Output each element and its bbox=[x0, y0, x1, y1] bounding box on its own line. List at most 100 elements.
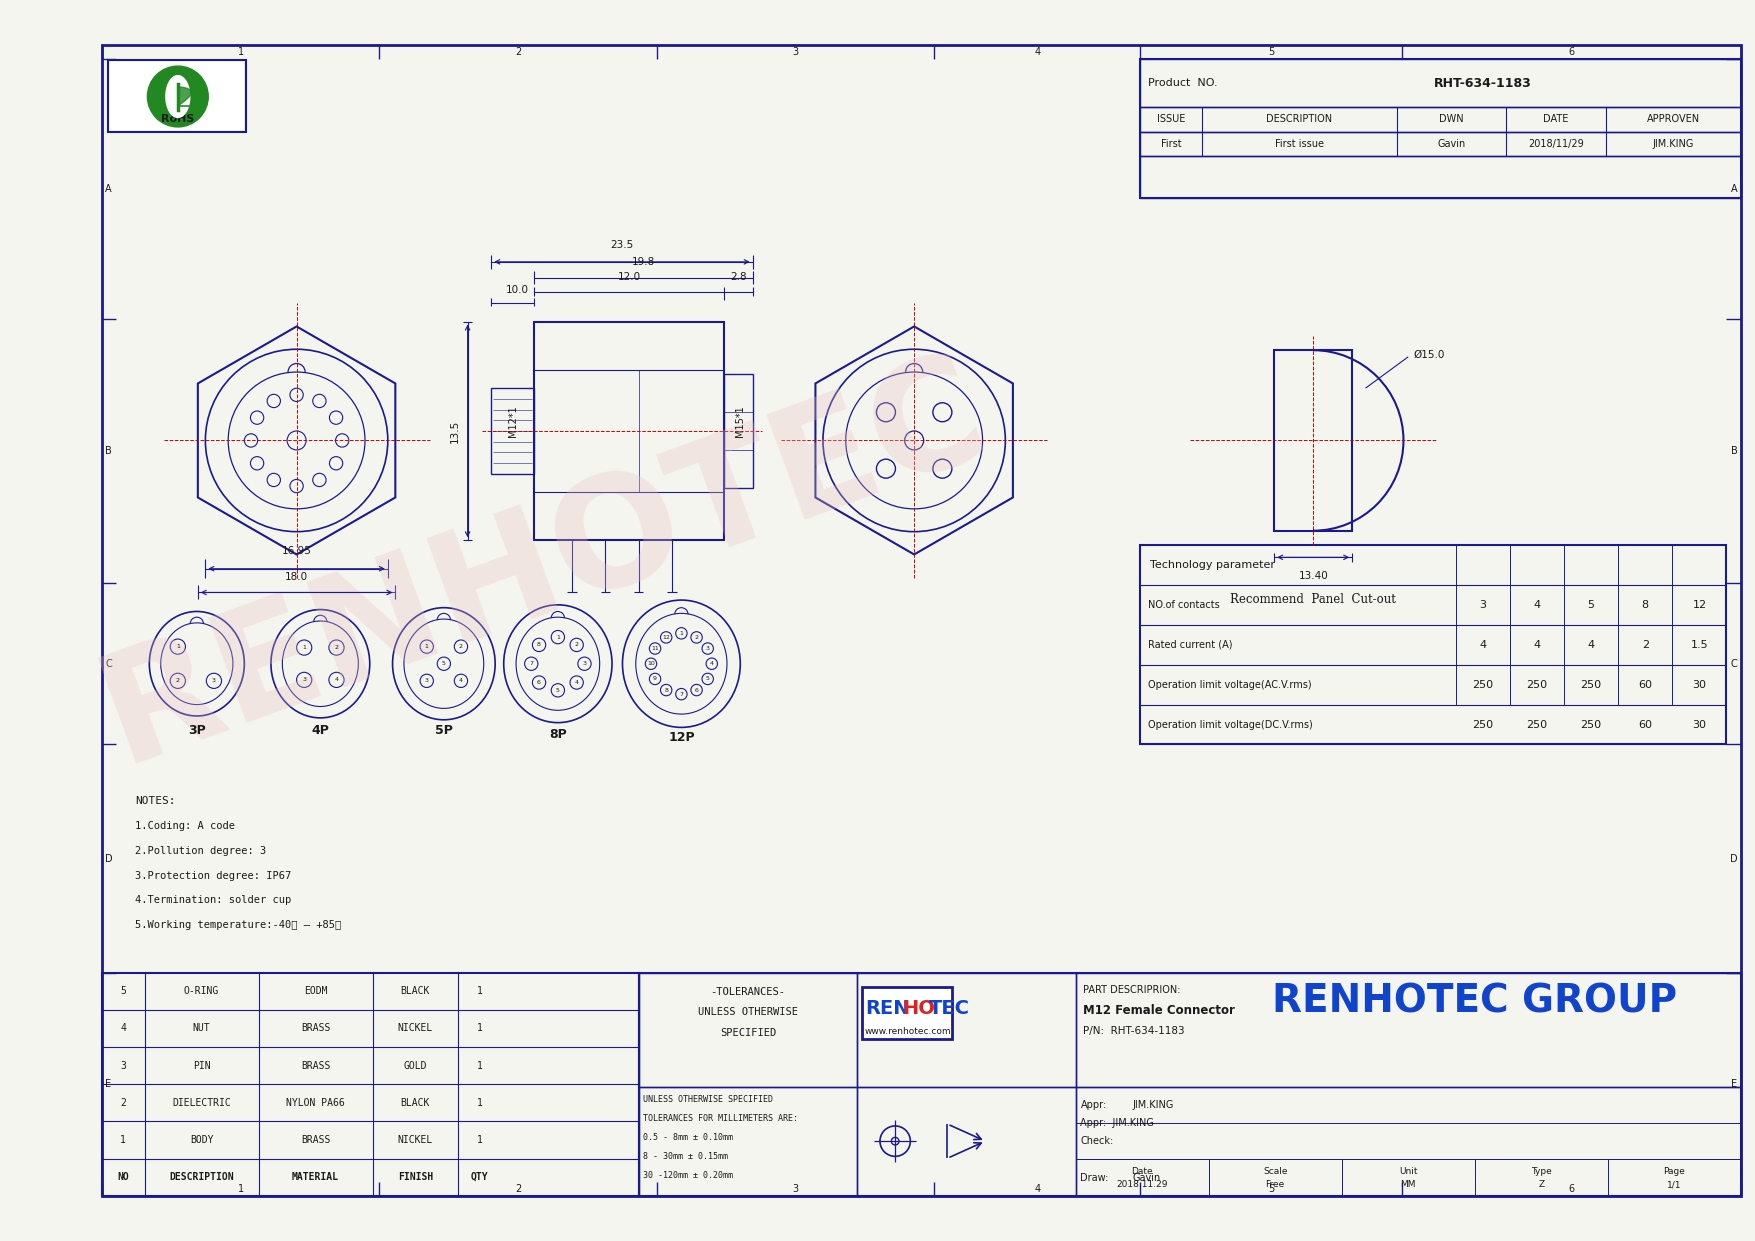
Text: 1: 1 bbox=[302, 645, 305, 650]
Text: 1.5: 1.5 bbox=[1690, 639, 1708, 650]
Bar bbox=[1141, 156, 1741, 199]
Text: 1: 1 bbox=[121, 1136, 126, 1145]
Text: 3P: 3P bbox=[188, 724, 205, 737]
Text: RHT-634-1183: RHT-634-1183 bbox=[1434, 77, 1530, 89]
Bar bbox=[491, 388, 534, 474]
Text: B: B bbox=[1730, 446, 1737, 455]
Text: 1: 1 bbox=[477, 1024, 483, 1034]
Text: 250: 250 bbox=[1527, 680, 1548, 690]
Text: BRASS: BRASS bbox=[300, 1024, 330, 1034]
Text: 5.Working temperature:-40℃ — +85℃: 5.Working temperature:-40℃ — +85℃ bbox=[135, 920, 340, 930]
Text: 2: 2 bbox=[695, 635, 698, 640]
Bar bbox=[856, 973, 1076, 1087]
Bar bbox=[639, 1087, 856, 1196]
Text: FINISH: FINISH bbox=[398, 1173, 433, 1183]
Text: 6: 6 bbox=[695, 688, 698, 692]
Text: 8: 8 bbox=[663, 688, 669, 692]
Text: 250: 250 bbox=[1472, 680, 1494, 690]
Text: A: A bbox=[1730, 184, 1737, 194]
Text: 12P: 12P bbox=[669, 731, 695, 745]
Text: 6: 6 bbox=[1569, 1184, 1574, 1194]
Text: M15*1: M15*1 bbox=[735, 406, 746, 437]
Text: 3: 3 bbox=[792, 47, 799, 57]
Text: 8 - 30mm ± 0.15mm: 8 - 30mm ± 0.15mm bbox=[644, 1153, 728, 1162]
Text: 3: 3 bbox=[583, 661, 586, 666]
Text: 2018.11.29: 2018.11.29 bbox=[1116, 1180, 1167, 1189]
Text: 2: 2 bbox=[176, 679, 179, 684]
Text: C: C bbox=[1730, 659, 1737, 669]
Text: Appr:: Appr: bbox=[1081, 1100, 1107, 1109]
Text: 19.8: 19.8 bbox=[632, 257, 655, 267]
Text: TEC: TEC bbox=[928, 999, 969, 1018]
Text: 5: 5 bbox=[706, 676, 709, 681]
Text: 1: 1 bbox=[556, 634, 560, 639]
Text: Operation limit voltage(DC.V.rms): Operation limit voltage(DC.V.rms) bbox=[1148, 720, 1313, 730]
Text: C: C bbox=[105, 659, 112, 669]
Text: MATERIAL: MATERIAL bbox=[291, 1173, 339, 1183]
Text: 13.5: 13.5 bbox=[449, 419, 460, 443]
Text: 4: 4 bbox=[460, 679, 463, 684]
Text: 7: 7 bbox=[679, 691, 683, 696]
Bar bbox=[102, 973, 639, 1196]
Text: 2: 2 bbox=[1641, 639, 1650, 650]
Text: RENHOTEC GROUP: RENHOTEC GROUP bbox=[1272, 982, 1678, 1020]
Text: EODM: EODM bbox=[304, 987, 328, 997]
Bar bbox=[1141, 132, 1741, 156]
Text: RENHOTEC: RENHOTEC bbox=[82, 335, 1006, 793]
Text: UNLESS OTHERWISE SPECIFIED: UNLESS OTHERWISE SPECIFIED bbox=[644, 1096, 774, 1104]
Text: Gavin: Gavin bbox=[1437, 139, 1465, 149]
Text: 2.8: 2.8 bbox=[730, 272, 746, 282]
Text: Scale: Scale bbox=[1264, 1167, 1288, 1175]
Text: 9: 9 bbox=[653, 676, 656, 681]
Text: 60: 60 bbox=[1637, 720, 1651, 730]
Text: Technology parameter: Technology parameter bbox=[1150, 560, 1274, 570]
Text: First issue: First issue bbox=[1274, 139, 1323, 149]
Text: 2: 2 bbox=[514, 47, 521, 57]
Text: 2.Pollution degree: 3: 2.Pollution degree: 3 bbox=[135, 846, 267, 856]
Text: 23.5: 23.5 bbox=[611, 241, 634, 251]
Polygon shape bbox=[167, 76, 190, 118]
Text: 8P: 8P bbox=[549, 728, 567, 741]
Text: 250: 250 bbox=[1581, 680, 1602, 690]
Text: 1: 1 bbox=[679, 630, 683, 635]
Text: Appr:  JIM.KING: Appr: JIM.KING bbox=[1081, 1118, 1155, 1128]
Bar bbox=[1141, 545, 1727, 745]
Text: Type: Type bbox=[1530, 1167, 1551, 1175]
Text: 4: 4 bbox=[1034, 1184, 1041, 1194]
Text: 250: 250 bbox=[1527, 720, 1548, 730]
Text: 30: 30 bbox=[1692, 720, 1706, 730]
Text: Gavin: Gavin bbox=[1132, 1173, 1160, 1183]
Text: 1: 1 bbox=[477, 1098, 483, 1108]
Text: 1.Coding: A code: 1.Coding: A code bbox=[135, 822, 235, 831]
Text: E: E bbox=[105, 1080, 112, 1090]
Text: 4: 4 bbox=[709, 661, 714, 666]
Text: 1: 1 bbox=[237, 47, 244, 57]
Text: 1: 1 bbox=[176, 644, 179, 649]
Text: 250: 250 bbox=[1581, 720, 1602, 730]
Text: 4: 4 bbox=[1534, 599, 1541, 609]
Text: Unit: Unit bbox=[1399, 1167, 1418, 1175]
Text: 5P: 5P bbox=[435, 724, 453, 737]
Text: 250: 250 bbox=[1472, 720, 1494, 730]
Text: Rated current (A): Rated current (A) bbox=[1148, 639, 1232, 650]
Text: 1: 1 bbox=[477, 987, 483, 997]
Text: 2: 2 bbox=[514, 1184, 521, 1194]
Text: 16.95: 16.95 bbox=[281, 546, 312, 556]
Text: 1: 1 bbox=[425, 644, 428, 649]
Text: 3: 3 bbox=[212, 679, 216, 684]
Text: DWN: DWN bbox=[1439, 114, 1464, 124]
Text: PART DESCRIPRION:: PART DESCRIPRION: bbox=[1083, 984, 1181, 994]
Text: MM: MM bbox=[1400, 1180, 1416, 1189]
Bar bbox=[1141, 60, 1741, 107]
Text: 13.40: 13.40 bbox=[1299, 571, 1329, 581]
Text: 5: 5 bbox=[442, 661, 446, 666]
Text: 6: 6 bbox=[537, 680, 541, 685]
Bar bbox=[862, 987, 953, 1039]
Text: 5: 5 bbox=[1267, 1184, 1274, 1194]
Text: First: First bbox=[1160, 139, 1181, 149]
Text: 5: 5 bbox=[121, 987, 126, 997]
Text: NICKEL: NICKEL bbox=[398, 1024, 433, 1034]
Text: Ø15.0: Ø15.0 bbox=[1413, 350, 1444, 360]
Text: UNLESS OTHERWISE: UNLESS OTHERWISE bbox=[698, 1008, 799, 1018]
Text: NO: NO bbox=[118, 1173, 130, 1183]
